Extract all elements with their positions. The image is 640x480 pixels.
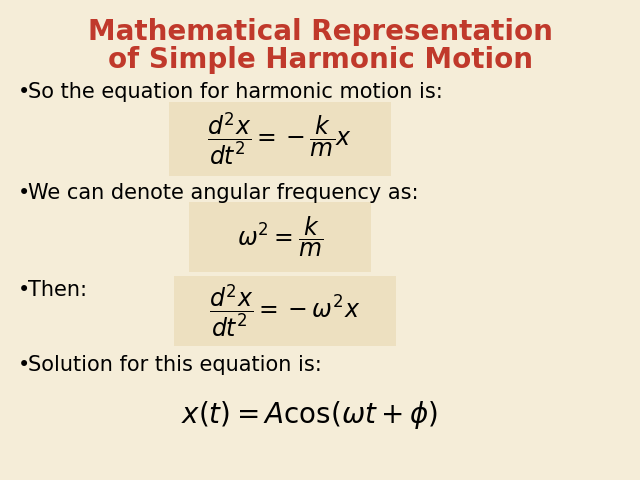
Text: •: • (18, 183, 30, 203)
Text: $\dfrac{d^2x}{dt^2} = -\omega^2 x$: $\dfrac{d^2x}{dt^2} = -\omega^2 x$ (209, 283, 361, 339)
Text: $\omega^2 = \dfrac{k}{m}$: $\omega^2 = \dfrac{k}{m}$ (237, 215, 323, 259)
Text: •: • (18, 82, 30, 102)
Text: We can denote angular frequency as:: We can denote angular frequency as: (28, 183, 419, 203)
Text: Then:: Then: (28, 280, 87, 300)
Text: •: • (18, 355, 30, 375)
Text: Solution for this equation is:: Solution for this equation is: (28, 355, 322, 375)
Text: So the equation for harmonic motion is:: So the equation for harmonic motion is: (28, 82, 443, 102)
Text: $x(t) = A\cos(\omega t + \phi)$: $x(t) = A\cos(\omega t + \phi)$ (182, 399, 438, 431)
FancyBboxPatch shape (169, 102, 391, 176)
Text: of Simple Harmonic Motion: of Simple Harmonic Motion (108, 46, 532, 74)
FancyBboxPatch shape (174, 276, 396, 346)
Text: •: • (18, 280, 30, 300)
Text: $\dfrac{d^2x}{dt^2} = -\dfrac{k}{m}x$: $\dfrac{d^2x}{dt^2} = -\dfrac{k}{m}x$ (207, 110, 353, 168)
Text: Mathematical Representation: Mathematical Representation (88, 18, 552, 46)
FancyBboxPatch shape (189, 202, 371, 272)
